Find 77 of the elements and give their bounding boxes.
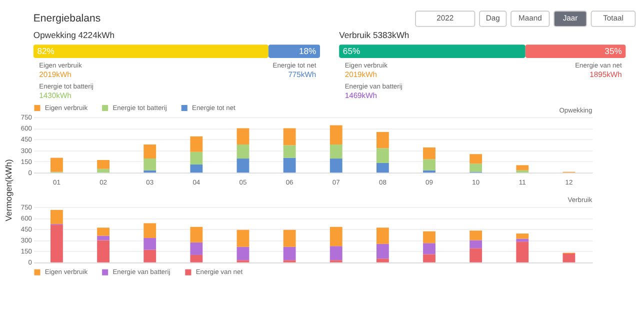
bar (144, 170, 156, 173)
bar (516, 234, 529, 239)
bar (144, 250, 156, 262)
chart-title: Opwekking 4224kWh (33, 30, 115, 40)
bar (423, 159, 436, 170)
bar (97, 168, 110, 173)
y-axis-title: Vermogen(kWh) (3, 159, 14, 222)
bar (236, 128, 250, 144)
bar (144, 223, 156, 238)
bar (330, 246, 342, 260)
bar (190, 242, 203, 255)
bar (330, 158, 342, 173)
bar (470, 248, 482, 262)
bar (423, 243, 436, 254)
data-label: 65% (342, 46, 360, 56)
bar (423, 170, 436, 173)
text: 1430kWh (39, 91, 72, 100)
bar (470, 240, 482, 248)
bar (144, 158, 156, 170)
bar (376, 258, 389, 262)
bar (283, 230, 296, 247)
data-label: 18% (299, 46, 317, 56)
data-label: 82% (37, 46, 55, 56)
bar (376, 162, 389, 173)
bar (516, 170, 529, 173)
data-label: 35% (604, 46, 622, 56)
bar (283, 158, 296, 173)
bar (423, 254, 436, 262)
bar (236, 230, 250, 247)
bar (330, 125, 342, 144)
bar (97, 160, 110, 169)
bar (190, 226, 203, 242)
bar (97, 228, 110, 236)
bar (236, 246, 250, 260)
text: Dag (486, 14, 500, 23)
text: 775kWh (288, 70, 316, 80)
bar (144, 238, 156, 250)
bar (190, 136, 203, 152)
bar (50, 210, 63, 224)
text: Energiebalans (33, 12, 101, 25)
text: 2022 (436, 14, 454, 23)
bar (236, 158, 250, 173)
bar (97, 236, 110, 240)
bar (283, 145, 296, 158)
bar (144, 144, 156, 159)
bar (376, 244, 389, 259)
bar (97, 240, 110, 262)
bar (283, 128, 296, 146)
bar (562, 253, 576, 262)
text: 1469kWh (344, 91, 378, 100)
bar (516, 242, 529, 262)
bar (283, 246, 296, 260)
bar (190, 254, 203, 262)
bar (50, 224, 63, 262)
bar (470, 230, 482, 240)
bar (50, 158, 63, 172)
text: Jaar (562, 14, 578, 23)
bar (190, 152, 203, 164)
text: Totaal (603, 14, 624, 23)
chart-title: Verbruik 5383kWh (339, 30, 410, 40)
bar (516, 165, 529, 170)
text: 2019kWh (344, 70, 378, 80)
bar (376, 228, 389, 244)
bar (470, 154, 482, 164)
text: 2019kWh (39, 70, 72, 80)
text: 1895kWh (590, 70, 622, 80)
bar (423, 231, 436, 244)
bar (423, 147, 436, 160)
bar (516, 238, 529, 242)
bar (190, 164, 203, 173)
bar (330, 144, 342, 159)
text: Maand (518, 14, 542, 23)
bar (376, 132, 389, 148)
bar (376, 148, 389, 163)
bar (330, 226, 342, 246)
bar (470, 164, 482, 172)
bar (236, 144, 250, 159)
